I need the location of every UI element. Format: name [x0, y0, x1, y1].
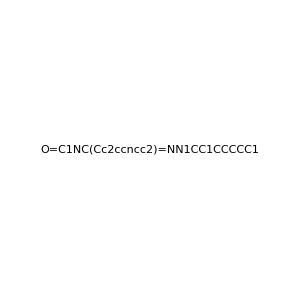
- Text: O=C1NC(Cc2ccncc2)=NN1CC1CCCCC1: O=C1NC(Cc2ccncc2)=NN1CC1CCCCC1: [40, 145, 260, 155]
